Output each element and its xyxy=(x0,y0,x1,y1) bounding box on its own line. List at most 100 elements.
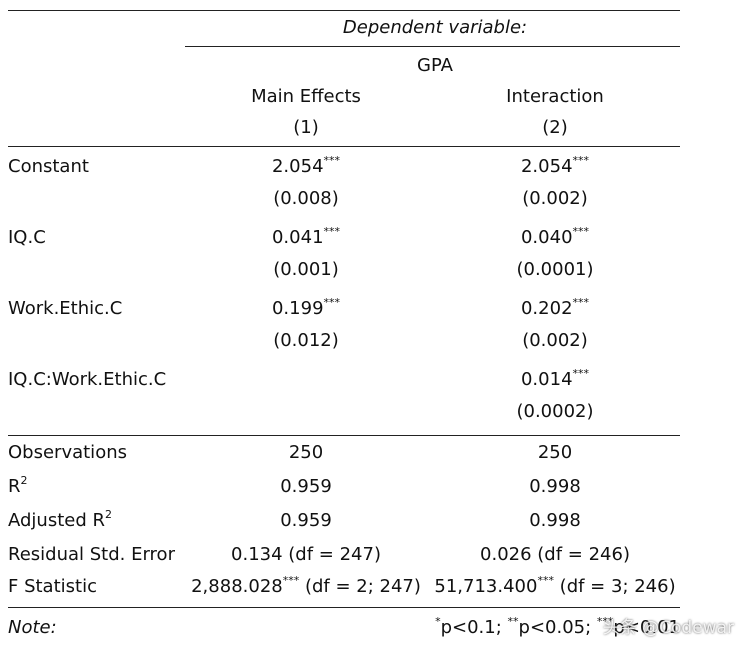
stat-value: 0.959 xyxy=(280,510,332,531)
coefficient: 0.041 xyxy=(271,227,324,248)
model-number: (1) xyxy=(293,117,319,139)
standard-error: (0.001) xyxy=(273,259,339,281)
row-label-text: Constant xyxy=(8,156,89,177)
coefficient: 2.054 xyxy=(520,156,573,177)
row-label: Work.Ethic.C xyxy=(8,298,122,320)
significance-stars: *** xyxy=(323,225,341,238)
stat-value: 0.134 (df = 247) xyxy=(231,544,381,565)
stat-value: 0.959 xyxy=(280,476,332,497)
stat-value: 0.026 (df = 246) xyxy=(480,544,630,565)
model-number-text: (2) xyxy=(542,117,568,138)
stat-cell: 0.959 xyxy=(280,510,332,532)
stat-label-text: Observations xyxy=(8,442,127,463)
superscript: 2 xyxy=(20,474,28,487)
coefficient: 0.014 xyxy=(520,369,573,390)
stat-df: (df = 3; 246) xyxy=(559,576,676,597)
stat-label-text: Adjusted R xyxy=(8,510,105,531)
stat-cell: 0.134 (df = 247) xyxy=(231,544,381,566)
rule xyxy=(8,607,680,608)
model-number-text: (1) xyxy=(293,117,319,138)
stat-df: (df = 2; 247) xyxy=(304,576,421,597)
rule xyxy=(8,146,680,147)
stat-label: Adjusted R2 xyxy=(8,509,112,532)
stat-label: Observations xyxy=(8,442,127,464)
model-name-text: Interaction xyxy=(506,86,604,107)
significance-stars: *** xyxy=(572,154,590,167)
stat-cell: 2,888.028*** (df = 2; 247) xyxy=(191,574,421,598)
standard-error-text: (0.002) xyxy=(522,188,588,209)
note-label-text: Note: xyxy=(8,617,57,638)
standard-error: (0.002) xyxy=(522,330,588,352)
note-text: p<0.1; xyxy=(440,617,502,638)
significance-stars: *** xyxy=(572,367,590,380)
dependent-label: Dependent variable: xyxy=(343,17,527,39)
coef-cell: 0.014*** xyxy=(520,367,590,391)
coefficient: 0.040 xyxy=(520,227,573,248)
stat-cell: 0.998 xyxy=(529,510,581,532)
standard-error-text: (0.008) xyxy=(273,188,339,209)
dependent-var-text: GPA xyxy=(417,55,453,76)
standard-error: (0.012) xyxy=(273,330,339,352)
significance-stars: *** xyxy=(596,615,614,628)
stat-cell: 0.998 xyxy=(529,476,581,498)
stat-value: 0.998 xyxy=(529,476,581,497)
stat-cell: 250 xyxy=(289,442,323,464)
watermark: 头条 @Codewar xyxy=(603,617,734,639)
stat-label-text: F Statistic xyxy=(8,576,97,597)
significance-stars: *** xyxy=(572,225,590,238)
stat-label: F Statistic xyxy=(8,576,97,598)
watermark-text: 头条 @Codewar xyxy=(602,618,734,638)
model-name-text: Main Effects xyxy=(251,86,361,107)
rule xyxy=(8,435,680,436)
coef-cell: 0.199*** xyxy=(271,296,341,320)
dependent-var: GPA xyxy=(417,55,453,77)
note-text: p<0.01 xyxy=(613,617,680,638)
rule xyxy=(8,10,680,11)
coef-cell: 0.040*** xyxy=(520,225,590,249)
row-label-text: IQ.C xyxy=(8,227,46,248)
note-text: p<0.05; xyxy=(518,617,592,638)
stat-cell: 51,713.400*** (df = 3; 246) xyxy=(434,574,676,598)
row-label: IQ.C xyxy=(8,227,46,249)
coefficient: 2.054 xyxy=(271,156,324,177)
coef-cell: 0.202*** xyxy=(520,297,589,320)
stat-cell: 0.959 xyxy=(280,476,332,498)
stat-value: 250 xyxy=(537,442,573,463)
standard-error-text: (0.0002) xyxy=(516,401,594,422)
stat-value: 51,713.400 xyxy=(434,576,538,597)
coef-cell: 2.054*** xyxy=(271,154,341,178)
standard-error: (0.002) xyxy=(522,188,588,210)
stat-cell: 250 xyxy=(538,442,572,464)
significance-stars: *** xyxy=(537,574,554,587)
significance-stars: * xyxy=(435,615,441,628)
coefficient: 0.199 xyxy=(271,298,324,319)
standard-error-text: (0.002) xyxy=(522,330,588,351)
note-label: Note: xyxy=(8,617,57,639)
row-label-text: Work.Ethic.C xyxy=(8,298,123,319)
stat-cell: 0.026 (df = 246) xyxy=(480,544,630,566)
significance-stars: *** xyxy=(323,296,341,309)
coefficient: 0.202 xyxy=(520,298,573,319)
standard-error-text: (0.0001) xyxy=(516,259,594,280)
significance-stars: *** xyxy=(323,154,341,167)
note: *p<0.1; **p<0.05; ***p<0.01 xyxy=(435,615,680,639)
rule xyxy=(185,46,680,47)
model-number: (2) xyxy=(542,117,568,139)
stat-label: R2 xyxy=(8,474,28,498)
standard-error-text: (0.001) xyxy=(273,259,339,280)
model-name: Main Effects xyxy=(251,86,361,108)
standard-error: (0.008) xyxy=(273,188,339,210)
standard-error-text: (0.012) xyxy=(273,330,339,351)
stat-value: 0.998 xyxy=(529,510,581,531)
stat-label: Residual Std. Error xyxy=(8,544,175,566)
stat-value: 250 xyxy=(288,442,324,463)
row-label-text: IQ.C:Work.Ethic.C xyxy=(8,369,167,390)
significance-stars: *** xyxy=(282,574,300,587)
stat-label-text: Residual Std. Error xyxy=(8,544,175,565)
standard-error: (0.0002) xyxy=(516,401,593,423)
row-label: IQ.C:Work.Ethic.C xyxy=(8,369,166,391)
standard-error: (0.0001) xyxy=(516,259,593,281)
model-name: Interaction xyxy=(506,86,604,108)
stat-label-text: R xyxy=(8,476,21,497)
